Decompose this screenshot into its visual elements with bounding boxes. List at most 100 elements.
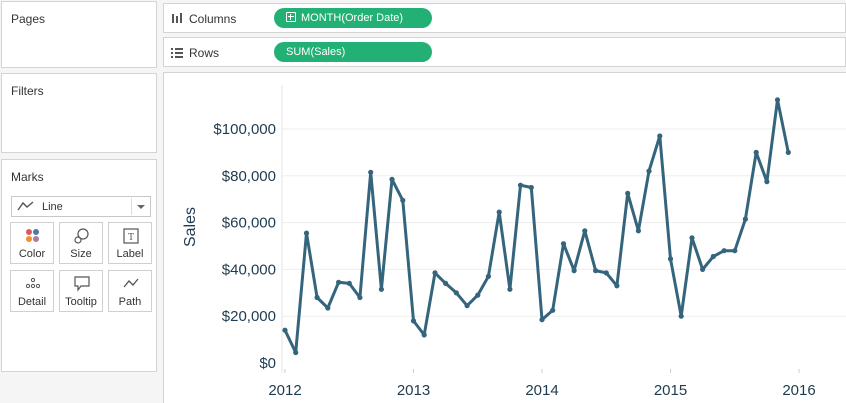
columns-pill-label: MONTH(Order Date) bbox=[301, 12, 404, 24]
data-point[interactable] bbox=[550, 307, 556, 313]
series-line[interactable] bbox=[283, 98, 790, 354]
gridlines bbox=[281, 85, 846, 373]
columns-pill[interactable]: MONTH(Order Date) bbox=[274, 8, 432, 28]
detail-label: Detail bbox=[17, 296, 47, 308]
y-tick-label: $20,000 bbox=[222, 308, 276, 325]
data-point[interactable] bbox=[785, 149, 791, 155]
data-point[interactable] bbox=[453, 290, 459, 296]
rows-shelf[interactable]: Rows SUM(Sales) bbox=[163, 37, 846, 67]
data-point[interactable] bbox=[657, 133, 663, 139]
data-point[interactable] bbox=[646, 168, 652, 174]
data-point[interactable] bbox=[753, 149, 759, 155]
data-point[interactable] bbox=[443, 280, 449, 286]
chart-view[interactable]: $0 $20,000 $40,000 $60,000 $80,000 $100,000 2… bbox=[163, 72, 846, 403]
label-button[interactable]: T Label bbox=[108, 222, 152, 264]
label-icon: T bbox=[123, 228, 139, 244]
detail-icon bbox=[25, 277, 41, 289]
data-point[interactable] bbox=[421, 332, 427, 338]
path-icon bbox=[123, 278, 139, 288]
data-point[interactable] bbox=[571, 268, 577, 274]
series bbox=[282, 97, 791, 356]
data-point[interactable] bbox=[732, 248, 738, 254]
data-point[interactable] bbox=[582, 228, 588, 234]
data-point[interactable] bbox=[635, 228, 641, 234]
data-point[interactable] bbox=[764, 179, 770, 185]
data-point[interactable] bbox=[710, 253, 716, 260]
y-tick-label: $60,000 bbox=[222, 215, 276, 232]
dropdown-divider bbox=[131, 198, 132, 215]
path-label: Path bbox=[118, 296, 142, 308]
y-axis: $0 $20,000 $40,000 $60,000 $80,000 $100,000 bbox=[213, 121, 276, 372]
size-icon bbox=[74, 228, 89, 244]
columns-label: Columns bbox=[189, 12, 237, 26]
data-point[interactable] bbox=[700, 266, 706, 272]
y-tick-label: $100,000 bbox=[213, 121, 276, 138]
data-point[interactable] bbox=[603, 270, 609, 276]
data-point[interactable] bbox=[742, 216, 749, 222]
label-label: Label bbox=[116, 248, 144, 260]
data-point[interactable] bbox=[774, 97, 781, 103]
rows-label: Rows bbox=[189, 46, 220, 60]
data-point[interactable] bbox=[667, 256, 674, 262]
data-point[interactable] bbox=[560, 241, 567, 247]
data-point[interactable] bbox=[539, 317, 545, 323]
data-point[interactable] bbox=[485, 273, 491, 279]
data-point[interactable] bbox=[678, 313, 684, 319]
data-point[interactable] bbox=[336, 279, 342, 285]
x-tick-label: 2012 bbox=[268, 382, 301, 399]
chevron-down-icon[interactable] bbox=[137, 205, 145, 209]
x-tick-label: 2016 bbox=[782, 382, 815, 399]
size-label: Size bbox=[70, 248, 92, 260]
data-point[interactable] bbox=[410, 318, 417, 324]
path-button[interactable]: Path bbox=[108, 270, 152, 312]
data-point[interactable] bbox=[517, 182, 524, 188]
data-point[interactable] bbox=[303, 230, 310, 236]
filters-title: Filters bbox=[11, 84, 44, 98]
tooltip-button[interactable]: Tooltip bbox=[59, 270, 103, 312]
data-point[interactable] bbox=[293, 349, 299, 356]
data-point[interactable] bbox=[593, 268, 599, 274]
data-point[interactable] bbox=[475, 292, 481, 298]
color-icon bbox=[26, 229, 39, 242]
x-tick-label: 2013 bbox=[397, 382, 430, 399]
sales-line-chart: $0 $20,000 $40,000 $60,000 $80,000 $100,000 2… bbox=[182, 85, 846, 399]
data-point[interactable] bbox=[625, 190, 631, 196]
data-point[interactable] bbox=[528, 184, 534, 191]
rows-pill[interactable]: SUM(Sales) bbox=[274, 42, 432, 62]
tooltip-label: Tooltip bbox=[65, 296, 97, 308]
data-point[interactable] bbox=[378, 286, 384, 292]
x-axis: 2012 2013 2014 2015 2016 bbox=[268, 369, 816, 399]
data-point[interactable] bbox=[721, 248, 727, 254]
columns-shelf[interactable]: Columns MONTH(Order Date) bbox=[163, 3, 846, 33]
filters-card[interactable]: Filters bbox=[1, 73, 157, 153]
data-point[interactable] bbox=[325, 305, 331, 311]
size-button[interactable]: Size bbox=[59, 222, 103, 264]
data-point[interactable] bbox=[368, 169, 374, 175]
data-point[interactable] bbox=[496, 209, 502, 215]
data-point[interactable] bbox=[507, 286, 513, 292]
mark-type-dropdown[interactable]: Line bbox=[11, 196, 151, 217]
data-point[interactable] bbox=[314, 294, 320, 301]
rows-pill-label: SUM(Sales) bbox=[286, 46, 346, 58]
detail-button[interactable]: Detail bbox=[10, 270, 54, 312]
x-tick-label: 2015 bbox=[654, 382, 687, 399]
data-point[interactable] bbox=[432, 270, 438, 276]
expand-icon[interactable] bbox=[286, 12, 296, 22]
data-point[interactable] bbox=[614, 283, 620, 289]
line-mark-icon bbox=[17, 201, 34, 211]
color-button[interactable]: Color bbox=[10, 222, 54, 264]
data-point[interactable] bbox=[689, 235, 695, 241]
data-point[interactable] bbox=[400, 197, 406, 203]
y-tick-label: $40,000 bbox=[222, 261, 276, 278]
columns-icon bbox=[172, 13, 182, 23]
pages-title: Pages bbox=[11, 12, 46, 26]
data-point[interactable] bbox=[282, 327, 288, 333]
data-point[interactable] bbox=[464, 303, 470, 309]
color-label: Color bbox=[18, 248, 46, 260]
data-point[interactable] bbox=[389, 176, 395, 182]
data-point[interactable] bbox=[346, 280, 352, 286]
rows-icon bbox=[171, 48, 183, 58]
pages-card[interactable]: Pages bbox=[1, 1, 157, 68]
data-point[interactable] bbox=[357, 294, 363, 301]
marks-card: Marks Line Color Size T Label bbox=[1, 159, 157, 372]
